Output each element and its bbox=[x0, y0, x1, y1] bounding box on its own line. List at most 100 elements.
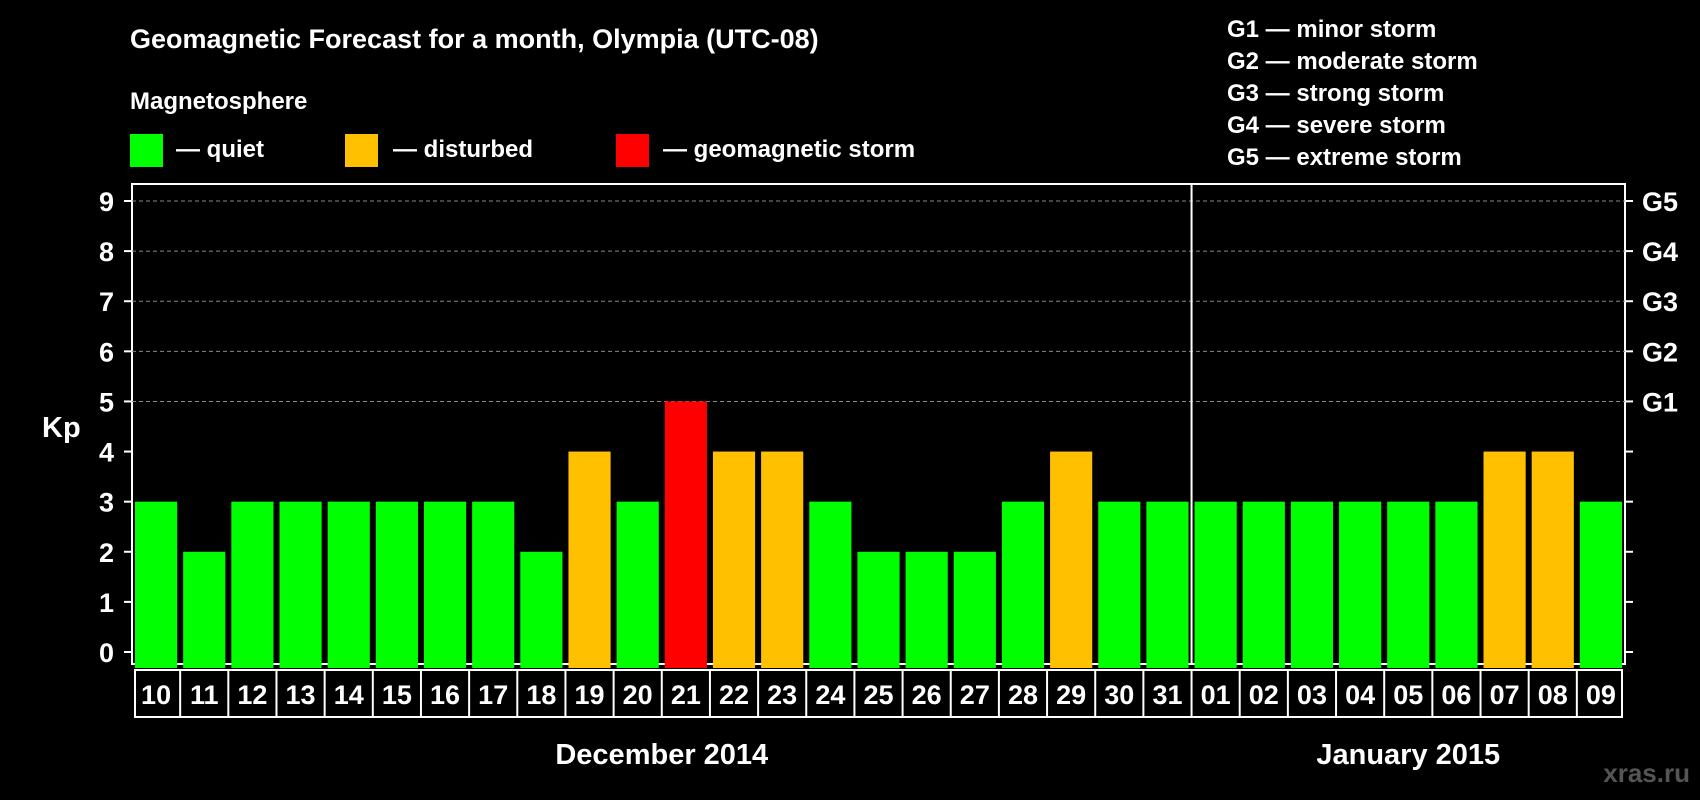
legend-swatch-storm bbox=[616, 134, 649, 167]
bar bbox=[1050, 451, 1093, 668]
day-tick-label: 28 bbox=[1008, 680, 1038, 710]
legend-label-storm: — geomagnetic storm bbox=[663, 136, 915, 163]
y-tick-label: 9 bbox=[99, 187, 114, 217]
watermark: xras.ru bbox=[1603, 758, 1690, 788]
bar bbox=[375, 501, 418, 668]
day-tick-label: 11 bbox=[190, 680, 219, 710]
bar bbox=[1339, 501, 1382, 668]
day-tick-label: 08 bbox=[1538, 680, 1568, 710]
bar bbox=[1242, 501, 1285, 668]
day-tick-label: 23 bbox=[767, 680, 797, 710]
day-tick-label: 31 bbox=[1152, 680, 1182, 710]
storm-level-tick-label: G2 bbox=[1642, 337, 1678, 367]
bar bbox=[761, 451, 804, 668]
y-axis-label: Kp bbox=[42, 412, 81, 444]
storm-level-g3: G3 — strong storm bbox=[1227, 80, 1444, 107]
legend-disturbed: — disturbed bbox=[345, 134, 533, 167]
y-tick-label: 8 bbox=[99, 237, 114, 267]
bar bbox=[520, 551, 563, 668]
day-tick-label: 18 bbox=[526, 680, 556, 710]
bar bbox=[1531, 451, 1574, 668]
storm-level-g4: G4 — severe storm bbox=[1227, 112, 1446, 139]
y-tick-label: 3 bbox=[99, 488, 114, 518]
legend-title: Magnetosphere bbox=[130, 88, 307, 115]
y-tick-label: 6 bbox=[99, 337, 114, 367]
bar bbox=[616, 501, 659, 668]
legend-storm: — geomagnetic storm bbox=[616, 134, 915, 167]
day-tick-label: 13 bbox=[286, 680, 316, 710]
legend-label-quiet: — quiet bbox=[176, 136, 264, 163]
day-tick-label: 04 bbox=[1345, 680, 1375, 710]
bar bbox=[1098, 501, 1141, 668]
bar bbox=[1001, 501, 1045, 668]
day-tick-label: 07 bbox=[1490, 680, 1520, 710]
day-tick-label: 12 bbox=[237, 680, 267, 710]
bar bbox=[1194, 501, 1237, 668]
day-tick-label: 21 bbox=[671, 680, 701, 710]
day-tick-label: 19 bbox=[575, 680, 605, 710]
day-tick-label: 25 bbox=[863, 680, 893, 710]
storm-level-g1: G1 — minor storm bbox=[1227, 16, 1436, 43]
day-tick-label: 29 bbox=[1056, 680, 1086, 710]
legend-swatch-disturbed bbox=[345, 134, 378, 167]
bar bbox=[712, 451, 756, 668]
storm-level-tick-label: G3 bbox=[1642, 287, 1678, 317]
bar bbox=[809, 501, 852, 668]
y-tick-label: 0 bbox=[99, 638, 114, 668]
legend-swatch-quiet bbox=[130, 134, 163, 167]
day-tick-label: 01 bbox=[1201, 680, 1231, 710]
bar bbox=[953, 551, 996, 668]
storm-level-g5: G5 — extreme storm bbox=[1227, 144, 1462, 171]
chart-title: Geomagnetic Forecast for a month, Olympi… bbox=[130, 24, 819, 54]
day-tick-label: 15 bbox=[382, 680, 412, 710]
y-tick-label: 5 bbox=[99, 387, 114, 417]
month-label: December 2014 bbox=[555, 739, 768, 771]
storm-level-g2: G2 — moderate storm bbox=[1227, 48, 1478, 75]
day-tick-label: 20 bbox=[623, 680, 653, 710]
day-tick-label: 24 bbox=[815, 680, 845, 710]
legend-quiet: — quiet bbox=[130, 134, 264, 167]
y-tick-label: 1 bbox=[99, 588, 114, 618]
bar bbox=[183, 551, 226, 668]
bar bbox=[231, 501, 274, 668]
storm-level-legend: G1 — minor storm G2 — moderate storm G3 … bbox=[1227, 16, 1478, 171]
bar bbox=[327, 501, 370, 668]
bar bbox=[135, 501, 178, 668]
storm-level-tick-label: G1 bbox=[1642, 387, 1678, 417]
bar bbox=[279, 501, 322, 668]
bar bbox=[1290, 501, 1334, 668]
storm-level-tick-label: G5 bbox=[1642, 187, 1678, 217]
y-tick-label: 4 bbox=[99, 438, 114, 468]
day-tick-label: 10 bbox=[141, 680, 171, 710]
bar bbox=[1579, 501, 1622, 668]
y-tick-label: 7 bbox=[99, 287, 114, 317]
bar bbox=[472, 501, 515, 668]
legend-label-disturbed: — disturbed bbox=[393, 136, 533, 163]
bar bbox=[664, 401, 707, 668]
bar bbox=[1483, 451, 1526, 668]
day-tick-label: 16 bbox=[430, 680, 460, 710]
bar bbox=[423, 501, 467, 668]
day-tick-label: 22 bbox=[719, 680, 749, 710]
day-tick-label: 02 bbox=[1249, 680, 1279, 710]
day-tick-label: 30 bbox=[1104, 680, 1134, 710]
day-tick-label: 26 bbox=[912, 680, 942, 710]
day-tick-label: 05 bbox=[1393, 680, 1423, 710]
bar bbox=[1435, 501, 1478, 668]
storm-level-tick-label: G4 bbox=[1642, 237, 1678, 267]
day-tick-label: 17 bbox=[478, 680, 508, 710]
day-tick-label: 06 bbox=[1441, 680, 1471, 710]
bar bbox=[1387, 501, 1430, 668]
day-tick-label: 14 bbox=[334, 680, 364, 710]
y-tick-label: 2 bbox=[99, 538, 114, 568]
day-tick-label: 03 bbox=[1297, 680, 1327, 710]
day-tick-label: 27 bbox=[960, 680, 990, 710]
day-label-strip bbox=[134, 669, 1623, 718]
day-tick-label: 09 bbox=[1586, 680, 1616, 710]
bar bbox=[905, 551, 948, 668]
month-label: January 2015 bbox=[1316, 739, 1500, 771]
bar bbox=[857, 551, 900, 668]
bar bbox=[1146, 501, 1189, 668]
